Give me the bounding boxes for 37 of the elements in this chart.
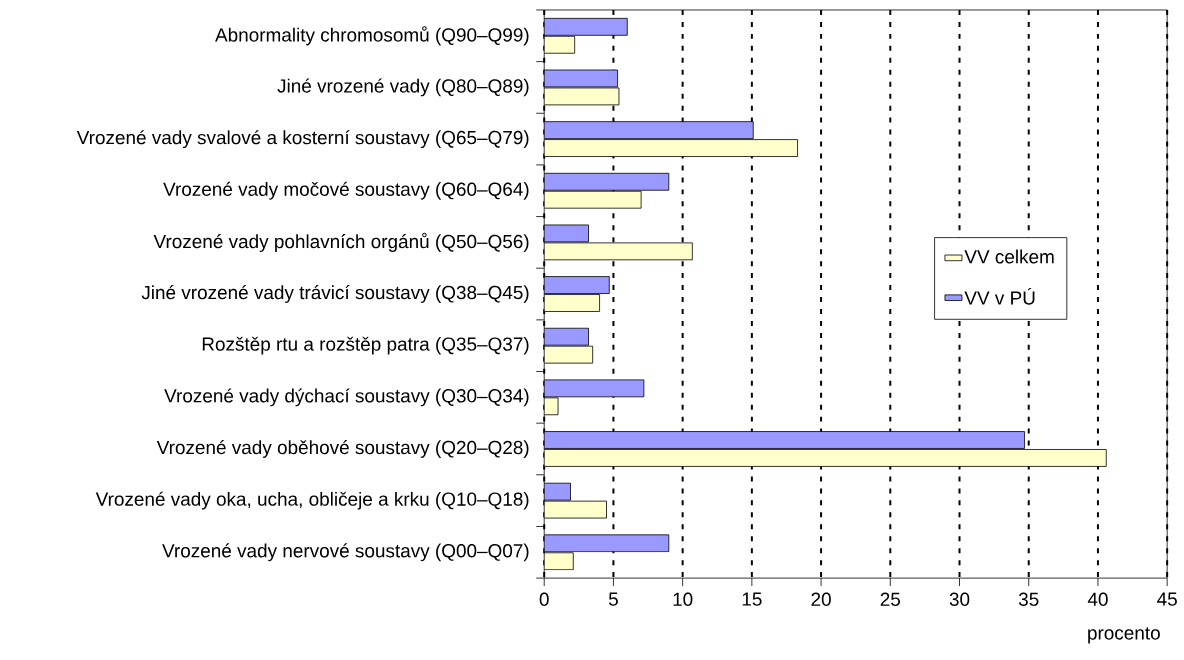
bar [544,139,798,158]
y-tick-label: Abnormality chromosomů (Q90–Q99) [215,26,529,46]
x-tick-label: 15 [742,592,762,606]
x-axis-title: procento [1088,627,1160,644]
x-tick-label: 45 [1157,592,1177,606]
y-tick-label: Vrozené vady dýchací soustavy (Q30–Q34) [164,388,529,407]
bar [544,172,670,191]
bar [544,431,1025,449]
y-tick-label: Vrozené vady oběhové soustavy (Q20–Q28) [156,440,529,458]
x-tick-label: 10 [673,592,693,607]
x-tick-label: 20 [811,592,831,607]
y-tick-label: Vrozené vady nervové soustavy (Q00–Q07) [162,543,529,562]
bar [544,294,600,312]
y-tick-label: Vrozené vady močové soustavy (Q60–Q64) [163,181,529,200]
x-tick-label: 30 [949,592,970,607]
bar [544,121,754,140]
y-tick-label: Jiné vrozené vady (Q80–Q89) [277,78,529,97]
legend-label: VV celkem [964,249,1054,264]
bar [544,449,1107,467]
bar [544,534,670,553]
bar [544,276,610,295]
y-tick-label: Vrozené vady svalové a kosterní soustavy (Q65–Q79) [76,130,529,149]
y-tick-label: Rozštěp rtu a rozštěp patra (Q35–Q37) [202,336,529,355]
bar [544,190,642,209]
bar [544,552,574,571]
x-tick-label: 40 [1087,592,1108,607]
y-tick-label: Jiné vrozené vady trávicí soustavy (Q38–Q45) [141,285,529,304]
bar [544,35,576,54]
x-tick-label: 25 [880,592,901,607]
y-tick-label: Vrozené vady oka, ucha, obličeje a krku (Q10–Q18) [95,491,529,510]
bar [544,327,589,346]
bar [544,18,628,36]
x-tick-label: 5 [608,592,618,606]
x-tick-label: 35 [1018,592,1039,607]
legend-label: VV v PÚ [964,288,1035,305]
x-tick-label: 0 [539,592,549,607]
y-tick-label: Vrozené vady pohlavních orgánů (Q50–Q56) [153,232,529,253]
